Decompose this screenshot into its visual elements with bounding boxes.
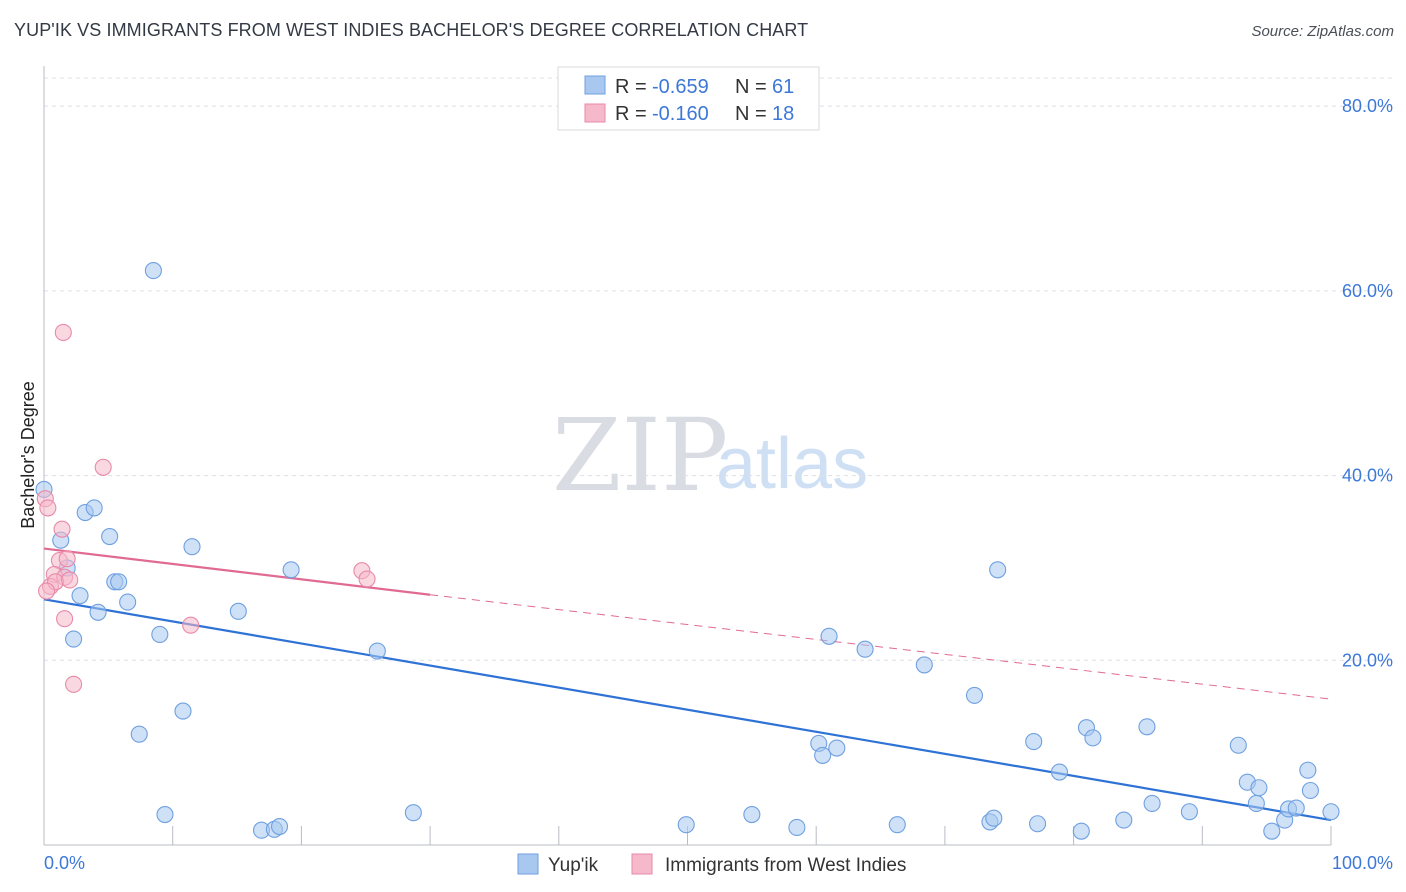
point-yupik bbox=[985, 809, 1003, 827]
chart-title: YUP'IK VS IMMIGRANTS FROM WEST INDIES BA… bbox=[14, 20, 809, 40]
stats-n-value-1: 61 bbox=[772, 76, 794, 98]
point-yupik bbox=[828, 739, 846, 757]
point-yupik bbox=[144, 262, 162, 280]
legend-swatch-yupik bbox=[517, 853, 539, 875]
data-points bbox=[35, 262, 1340, 840]
point-west-indies bbox=[358, 570, 376, 588]
point-yupik bbox=[130, 725, 148, 743]
stats-n-label-2: N = bbox=[735, 103, 767, 125]
trend-line-yupik bbox=[43, 598, 1332, 822]
point-yupik bbox=[1322, 803, 1340, 821]
stats-n-value-2: 18 bbox=[772, 103, 794, 125]
point-yupik bbox=[404, 804, 422, 822]
point-yupik bbox=[1084, 729, 1102, 747]
trend-line-west-indies-projection bbox=[430, 594, 1332, 700]
point-yupik bbox=[1115, 811, 1133, 829]
stats-r-label-2: R = bbox=[615, 103, 647, 125]
y-tick-label: 60.0% bbox=[1342, 281, 1393, 301]
point-yupik bbox=[1143, 794, 1161, 812]
point-yupik bbox=[183, 538, 201, 556]
y-axis-label: Bachelor's Degree bbox=[18, 381, 38, 529]
point-yupik bbox=[989, 561, 1007, 579]
stats-n-label-1: N = bbox=[735, 76, 767, 98]
point-west-indies bbox=[54, 323, 72, 341]
watermark-zip: ZIP bbox=[552, 397, 728, 514]
point-yupik bbox=[368, 642, 386, 660]
point-yupik bbox=[229, 602, 247, 620]
y-tick-label: 40.0% bbox=[1342, 466, 1393, 486]
point-west-indies bbox=[58, 550, 76, 568]
point-yupik bbox=[119, 593, 137, 611]
stats-r-label-1: R = bbox=[615, 76, 647, 98]
point-yupik bbox=[1072, 822, 1090, 840]
point-yupik bbox=[915, 656, 933, 674]
point-yupik bbox=[1299, 761, 1317, 779]
point-west-indies bbox=[65, 675, 83, 693]
stats-r-value-1: -0.659 bbox=[652, 76, 709, 98]
point-west-indies bbox=[38, 582, 56, 600]
stats-swatch-pink bbox=[584, 103, 606, 123]
point-west-indies bbox=[39, 499, 57, 517]
y-tick-label: 80.0% bbox=[1342, 96, 1393, 116]
stats-swatch-blue bbox=[584, 75, 606, 95]
point-yupik bbox=[1229, 736, 1247, 754]
stats-box: R = -0.659 N = 61 R = -0.160 N = 18 bbox=[557, 66, 820, 131]
point-yupik bbox=[856, 640, 874, 658]
source-credit: Source: ZipAtlas.com bbox=[1251, 23, 1394, 40]
legend-swatch-west-indies bbox=[631, 853, 653, 875]
y-tick-labels: 20.0% 40.0% 60.0% 80.0% bbox=[1342, 96, 1393, 670]
point-yupik bbox=[1247, 794, 1265, 812]
point-yupik bbox=[814, 746, 832, 764]
trend-lines bbox=[43, 547, 1332, 822]
point-west-indies bbox=[56, 610, 74, 628]
point-yupik bbox=[1263, 822, 1281, 840]
point-west-indies bbox=[61, 571, 79, 589]
point-yupik bbox=[1138, 718, 1156, 736]
point-yupik bbox=[1180, 803, 1198, 821]
point-yupik bbox=[677, 816, 695, 834]
point-yupik bbox=[1301, 781, 1319, 800]
point-yupik bbox=[1029, 815, 1047, 833]
legend-label-west-indies: Immigrants from West Indies bbox=[665, 855, 906, 876]
point-yupik bbox=[174, 702, 192, 720]
point-yupik bbox=[110, 573, 128, 591]
point-yupik bbox=[89, 603, 107, 621]
x-tick-label: 0.0% bbox=[44, 853, 85, 873]
watermark: ZIP atlas bbox=[552, 397, 868, 514]
point-yupik bbox=[1025, 733, 1043, 751]
point-yupik bbox=[101, 527, 119, 546]
legend: Yup'ik Immigrants from West Indies bbox=[517, 853, 906, 876]
point-yupik bbox=[965, 686, 984, 704]
point-yupik bbox=[820, 627, 838, 645]
point-yupik bbox=[788, 818, 806, 837]
x-tick-labels: 0.0% 100.0% bbox=[44, 853, 1393, 873]
watermark-atlas: atlas bbox=[716, 424, 868, 504]
x-tick-label: 100.0% bbox=[1332, 853, 1393, 873]
point-yupik bbox=[1050, 763, 1068, 781]
stats-r-value-2: -0.160 bbox=[652, 103, 709, 125]
point-yupik bbox=[151, 625, 169, 643]
point-yupik bbox=[1250, 779, 1268, 797]
point-yupik bbox=[1287, 799, 1305, 817]
axes bbox=[43, 66, 1332, 846]
point-yupik bbox=[65, 630, 83, 648]
point-yupik bbox=[743, 805, 761, 824]
point-yupik bbox=[270, 817, 289, 836]
point-yupik bbox=[282, 561, 300, 579]
point-yupik bbox=[71, 587, 89, 605]
point-west-indies bbox=[94, 458, 112, 476]
trend-line-west-indies bbox=[43, 547, 431, 596]
point-west-indies bbox=[182, 616, 200, 634]
point-yupik bbox=[888, 816, 906, 834]
legend-label-yupik: Yup'ik bbox=[548, 855, 599, 876]
point-yupik bbox=[156, 805, 174, 824]
y-tick-label: 20.0% bbox=[1342, 650, 1393, 670]
point-west-indies bbox=[53, 520, 71, 538]
point-yupik bbox=[85, 499, 103, 517]
